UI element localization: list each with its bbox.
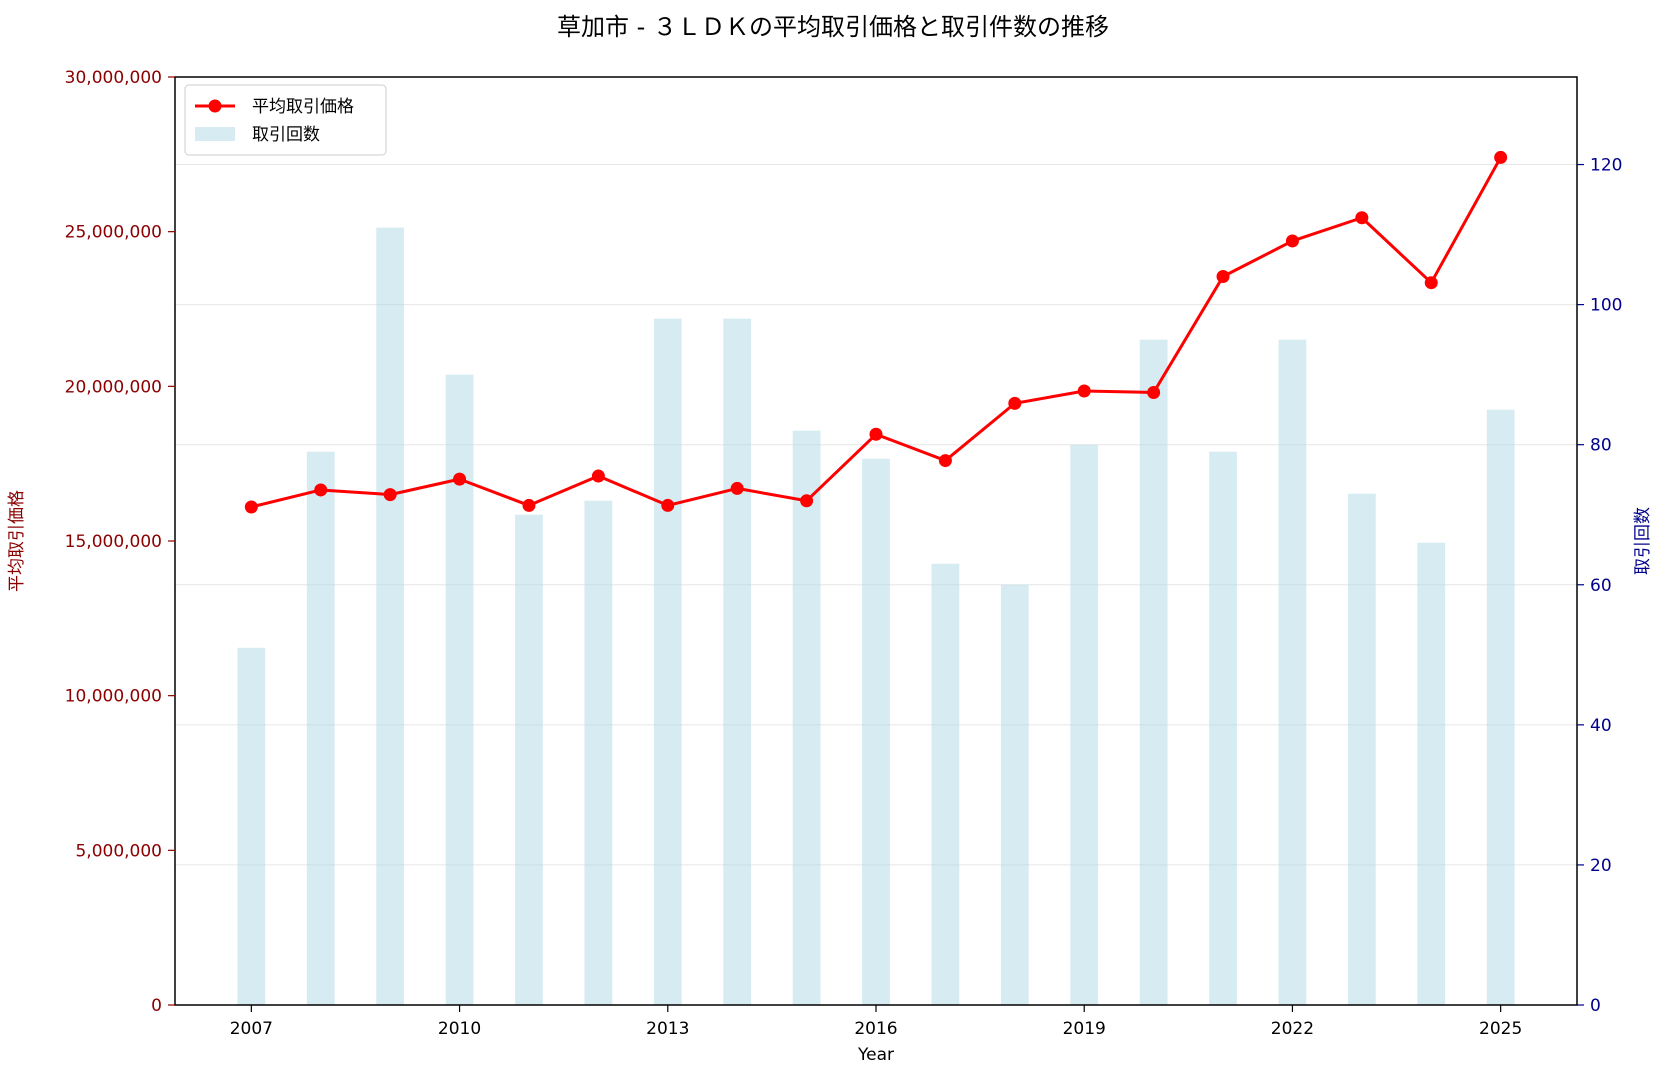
bar-2023 <box>1347 493 1376 1005</box>
price-point-2020 <box>1147 386 1161 400</box>
x-tick-label: 2022 <box>1271 1019 1314 1039</box>
bar-2015 <box>792 430 821 1005</box>
price-point-2012 <box>591 469 605 483</box>
x-tick-label: 2016 <box>854 1019 897 1039</box>
bar-2012 <box>584 500 613 1005</box>
price-point-2007 <box>244 500 258 514</box>
price-point-2008 <box>314 483 328 497</box>
x-axis-label: Year <box>857 1045 894 1065</box>
legend: 平均取引価格 取引回数 <box>184 84 387 156</box>
axes <box>168 76 1584 1012</box>
price-point-2018 <box>1008 396 1022 410</box>
x-tick-label: 2013 <box>646 1019 689 1039</box>
x-tick-label: 2010 <box>438 1019 481 1039</box>
bar-2024 <box>1417 542 1446 1005</box>
right-y-tick-label: 0 <box>1590 996 1601 1016</box>
right-y-tick-label: 20 <box>1590 856 1612 876</box>
left-y-axis-label: 平均取引価格 <box>7 490 27 592</box>
x-tick-label: 2019 <box>1063 1019 1106 1039</box>
bar-2010 <box>445 374 474 1005</box>
price-line <box>250 156 1502 509</box>
line-series <box>244 150 1508 514</box>
bar-2014 <box>723 318 752 1005</box>
right-y-tick-label: 40 <box>1590 716 1612 736</box>
legend-label-price: 平均取引価格 <box>252 97 354 117</box>
bar-2016 <box>862 458 890 1005</box>
bar-2022 <box>1278 339 1307 1006</box>
legend-line-marker <box>208 99 222 113</box>
bar-2013 <box>653 318 682 1005</box>
right-y-tick-label: 80 <box>1590 436 1612 456</box>
left-y-tick-label: 25,000,000 <box>65 223 162 243</box>
price-point-2023 <box>1355 211 1369 225</box>
bar-2008 <box>306 451 335 1005</box>
left-y-tick-label: 15,000,000 <box>65 532 162 552</box>
left-y-tick-label: 20,000,000 <box>65 377 162 397</box>
bar-2019 <box>1070 444 1099 1005</box>
price-point-2022 <box>1285 234 1299 248</box>
price-point-2017 <box>938 454 952 468</box>
price-point-2009 <box>383 488 397 502</box>
bar-2021 <box>1209 451 1237 1005</box>
bar-2020 <box>1139 339 1168 1006</box>
bar-2017 <box>931 563 960 1005</box>
price-point-2014 <box>730 481 744 495</box>
right-y-tick-label: 100 <box>1590 296 1622 316</box>
x-tick-label: 2007 <box>230 1019 273 1039</box>
bar-2009 <box>376 227 405 1006</box>
price-point-2013 <box>661 498 675 512</box>
price-point-2016 <box>869 427 883 441</box>
bar-2018 <box>1000 584 1029 1005</box>
bar-2025 <box>1486 409 1515 1005</box>
price-point-2015 <box>800 494 814 508</box>
bar-2011 <box>515 514 543 1005</box>
price-point-2021 <box>1216 270 1230 284</box>
price-point-2010 <box>453 472 467 486</box>
right-y-tick-label: 120 <box>1590 156 1622 176</box>
price-point-2011 <box>522 498 536 512</box>
bar-2007 <box>237 647 266 1005</box>
legend-label-count: 取引回数 <box>252 125 320 145</box>
tick-labels: 2007 2010 2013 2016 2019 2022 2025 0 5,000,000 10… <box>65 68 1623 1039</box>
price-point-2025 <box>1494 150 1508 164</box>
legend-bar-swatch <box>195 127 235 141</box>
right-y-axis-label: 取引回数 <box>1633 507 1653 575</box>
chart-title: 草加市 - ３ＬＤＫの平均取引価格と取引件数の推移 <box>557 13 1109 41</box>
left-y-tick-label: 5,000,000 <box>75 841 162 861</box>
x-tick-label: 2025 <box>1479 1019 1522 1039</box>
left-y-tick-label: 30,000,000 <box>65 68 162 88</box>
legend-frame <box>184 84 387 156</box>
left-y-tick-label: 0 <box>151 996 162 1016</box>
right-y-tick-label: 60 <box>1590 576 1612 596</box>
price-point-2019 <box>1077 384 1091 398</box>
bar-series <box>237 227 1515 1006</box>
left-y-tick-label: 10,000,000 <box>65 687 162 707</box>
price-point-2024 <box>1424 276 1438 290</box>
